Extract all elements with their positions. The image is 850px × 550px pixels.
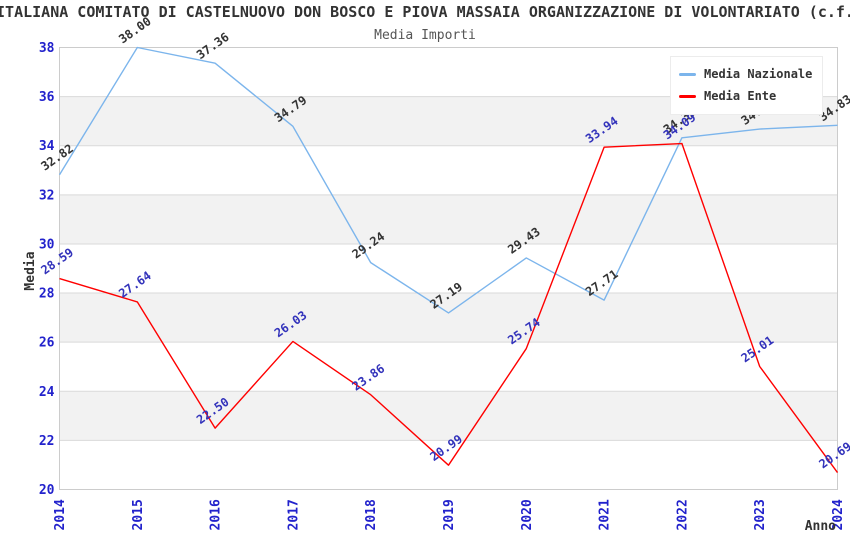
x-tick-label: 2015 xyxy=(131,499,146,530)
y-tick-label: 26 xyxy=(39,336,55,351)
legend-swatch-media-ente xyxy=(679,94,696,98)
y-tick-label: 24 xyxy=(39,385,55,400)
x-tick-label: 2016 xyxy=(209,499,224,530)
plot-band xyxy=(59,293,838,343)
x-axis-title: Anno xyxy=(805,519,836,534)
chart-title: ITALIANA COMITATO DI CASTELNUOVO DON BOS… xyxy=(0,3,850,21)
x-tick-label: 2023 xyxy=(753,499,768,530)
y-tick-label: 28 xyxy=(39,287,55,302)
plot-band xyxy=(59,194,838,244)
data-label-media-nazionale: 38.00 xyxy=(116,14,154,46)
plot-band xyxy=(59,391,838,441)
series-line-media-nazionale xyxy=(58,46,838,314)
x-tick-label: 2017 xyxy=(286,499,301,530)
y-tick-label: 32 xyxy=(39,188,55,203)
data-label-media-ente: 23.86 xyxy=(350,361,388,393)
x-tick-label: 2019 xyxy=(442,499,457,530)
y-tick-label: 22 xyxy=(39,434,55,449)
legend-item-media-nazionale[interactable]: Media Nazionale xyxy=(679,63,812,85)
chart-subtitle: Media Importi xyxy=(374,28,476,43)
x-tick-label: 2020 xyxy=(520,499,535,530)
data-label-media-nazionale: 37.36 xyxy=(194,30,232,62)
legend-item-media-ente[interactable]: Media Ente xyxy=(679,85,812,107)
y-tick-label: 30 xyxy=(39,237,55,252)
legend-label-media-ente: Media Ente xyxy=(704,89,777,103)
x-tick-label: 2014 xyxy=(53,499,68,530)
y-tick-label: 20 xyxy=(39,483,55,498)
x-tick-label: 2018 xyxy=(364,499,379,530)
legend-swatch-media-nazionale xyxy=(679,72,696,76)
chart-legend: Media Nazionale Media Ente xyxy=(670,56,824,115)
y-tick-label: 34 xyxy=(39,139,55,154)
y-tick-label: 36 xyxy=(39,90,55,105)
legend-label-media-nazionale: Media Nazionale xyxy=(704,67,813,81)
x-tick-label: 2022 xyxy=(675,499,690,530)
x-tick-label: 2021 xyxy=(598,499,613,530)
y-tick-label: 38 xyxy=(39,41,55,56)
plot-border xyxy=(59,47,838,490)
x-tick-label: 2024 xyxy=(831,499,846,530)
series-line-media-ente xyxy=(59,142,839,473)
y-axis-title: Media xyxy=(23,251,38,290)
